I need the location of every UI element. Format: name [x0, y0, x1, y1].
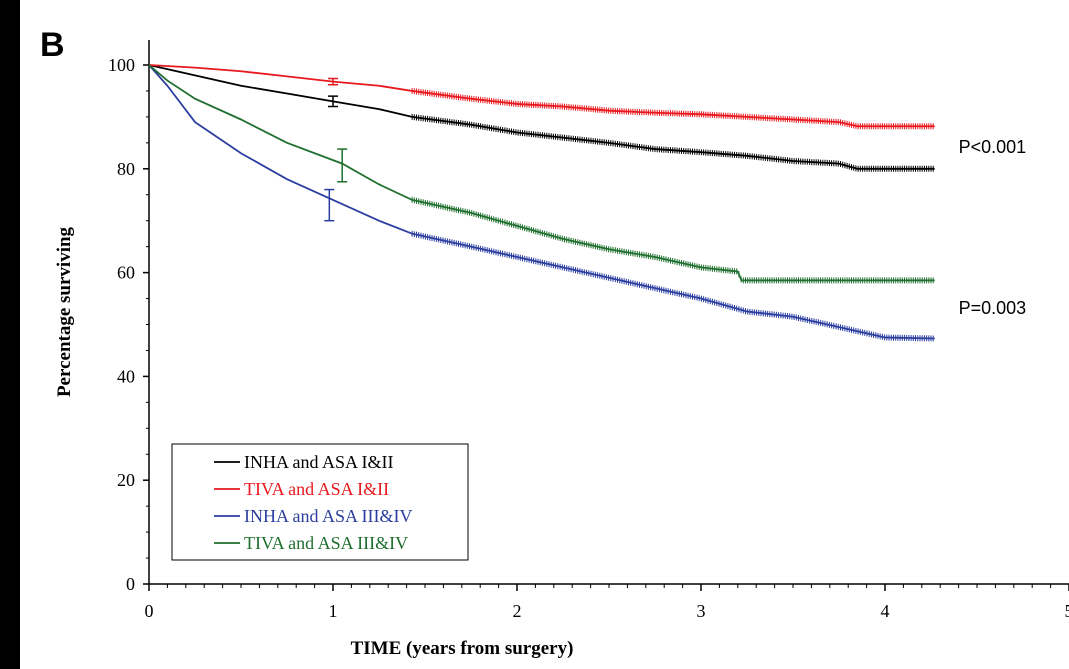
- p-value-annotation-1: P=0.003: [959, 298, 1027, 318]
- survival-chart: B 0 20 40 60 80 100 0 1 2 3 4 5 P<0.001 P=0.003 INHA…: [20, 0, 1069, 669]
- y-tick-label: 100: [108, 55, 135, 75]
- annotations: P<0.001 P=0.003: [959, 137, 1027, 318]
- legend-label-2: INHA and ASA III&IV: [244, 506, 413, 526]
- y-tick-label: 80: [117, 159, 135, 179]
- x-tick-label: 2: [513, 601, 522, 621]
- series-censor-marks-1: [412, 88, 933, 129]
- y-tick-label: 0: [126, 574, 135, 594]
- y-tick-label: 20: [117, 470, 135, 490]
- error-bar-2-0: [324, 190, 334, 221]
- y-tick-label: 40: [117, 366, 135, 386]
- plot-area: [149, 65, 935, 342]
- series-censor-marks-0: [412, 114, 933, 172]
- series-censor-marks-3: [412, 197, 933, 284]
- x-axis-label: TIME (years from surgery): [351, 638, 574, 659]
- x-tick-label: 5: [1065, 601, 1069, 621]
- legend-label-1: TIVA and ASA I&II: [244, 479, 389, 499]
- legend-label-0: INHA and ASA I&II: [244, 452, 394, 472]
- legend-label-3: TIVA and ASA III&IV: [244, 533, 408, 553]
- y-axis-label: Percentage surviving: [54, 226, 75, 397]
- x-tick-label: 1: [329, 601, 338, 621]
- series-line-0: [149, 65, 935, 169]
- figure-panel: B 0 20 40 60 80 100 0 1 2 3 4 5 P<0.001 P=0.003 INHA…: [20, 0, 1069, 669]
- p-value-annotation-0: P<0.001: [959, 137, 1027, 157]
- y-tick-label: 60: [117, 263, 135, 283]
- series-line-3: [149, 65, 935, 280]
- legend: INHA and ASA I&II TIVA and ASA I&II INHA a…: [172, 444, 468, 560]
- x-tick-label: 3: [697, 601, 706, 621]
- x-tick-label: 4: [881, 601, 890, 621]
- series-line-1: [149, 65, 935, 126]
- x-tick-label: 0: [145, 601, 154, 621]
- panel-label: B: [40, 26, 65, 64]
- series-censor-marks-2: [412, 231, 933, 342]
